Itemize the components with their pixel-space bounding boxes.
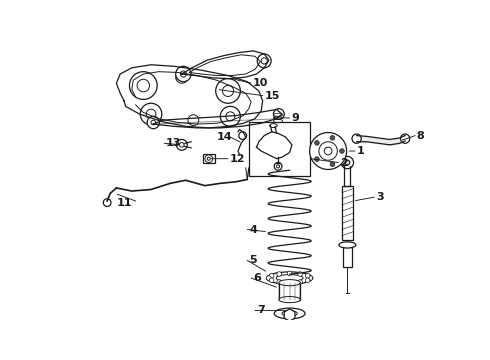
Circle shape xyxy=(298,280,302,284)
Circle shape xyxy=(176,71,188,83)
Circle shape xyxy=(267,276,271,280)
Circle shape xyxy=(315,157,319,161)
Circle shape xyxy=(277,280,282,284)
Circle shape xyxy=(257,54,271,68)
Circle shape xyxy=(129,72,157,99)
Text: 15: 15 xyxy=(264,91,280,100)
Text: 11: 11 xyxy=(117,198,132,208)
Circle shape xyxy=(179,143,184,147)
Circle shape xyxy=(340,149,344,153)
Circle shape xyxy=(310,132,346,170)
FancyBboxPatch shape xyxy=(279,283,300,300)
Ellipse shape xyxy=(276,275,303,282)
FancyBboxPatch shape xyxy=(343,247,352,266)
Circle shape xyxy=(205,155,213,163)
Text: 4: 4 xyxy=(249,225,257,235)
Circle shape xyxy=(137,79,149,92)
Text: 1: 1 xyxy=(357,146,365,156)
Circle shape xyxy=(188,115,199,126)
Circle shape xyxy=(305,274,310,278)
Text: 14: 14 xyxy=(217,132,232,142)
Ellipse shape xyxy=(282,311,297,316)
Circle shape xyxy=(147,116,160,129)
Circle shape xyxy=(287,271,292,276)
Circle shape xyxy=(277,272,282,276)
Ellipse shape xyxy=(279,280,300,286)
Circle shape xyxy=(330,162,335,166)
Circle shape xyxy=(226,112,235,121)
Circle shape xyxy=(270,274,274,278)
Circle shape xyxy=(222,85,234,96)
Ellipse shape xyxy=(279,297,300,303)
FancyBboxPatch shape xyxy=(203,154,215,163)
Text: 10: 10 xyxy=(253,78,268,88)
Circle shape xyxy=(273,109,284,120)
Circle shape xyxy=(298,272,302,276)
Circle shape xyxy=(276,165,280,168)
Circle shape xyxy=(341,156,354,169)
Circle shape xyxy=(352,134,361,143)
Text: 2: 2 xyxy=(340,158,347,167)
Circle shape xyxy=(180,71,187,77)
Circle shape xyxy=(345,160,350,165)
Circle shape xyxy=(261,58,268,64)
Circle shape xyxy=(239,132,246,139)
Circle shape xyxy=(308,276,313,280)
FancyBboxPatch shape xyxy=(342,186,353,239)
Circle shape xyxy=(305,278,310,283)
Circle shape xyxy=(220,106,240,126)
Circle shape xyxy=(287,280,292,285)
Circle shape xyxy=(270,278,274,283)
Circle shape xyxy=(146,109,156,119)
Text: 8: 8 xyxy=(416,131,424,141)
Circle shape xyxy=(330,135,335,140)
Ellipse shape xyxy=(274,308,305,319)
Circle shape xyxy=(400,134,410,143)
Ellipse shape xyxy=(267,272,313,284)
Circle shape xyxy=(176,139,187,150)
Circle shape xyxy=(151,120,156,125)
Text: 13: 13 xyxy=(166,138,181,148)
Circle shape xyxy=(319,142,337,160)
Text: 9: 9 xyxy=(291,113,299,123)
Text: 5: 5 xyxy=(249,255,257,265)
Text: 6: 6 xyxy=(253,273,261,283)
Circle shape xyxy=(274,163,282,170)
Circle shape xyxy=(324,147,332,155)
Circle shape xyxy=(207,157,210,160)
Ellipse shape xyxy=(339,242,356,248)
Text: 7: 7 xyxy=(257,305,265,315)
Circle shape xyxy=(216,78,240,103)
Circle shape xyxy=(103,199,111,206)
Circle shape xyxy=(175,66,191,82)
Circle shape xyxy=(140,103,162,125)
Circle shape xyxy=(315,140,319,145)
Text: 12: 12 xyxy=(229,154,245,164)
Bar xyxy=(249,122,311,176)
Text: 3: 3 xyxy=(376,192,384,202)
Ellipse shape xyxy=(270,124,277,127)
